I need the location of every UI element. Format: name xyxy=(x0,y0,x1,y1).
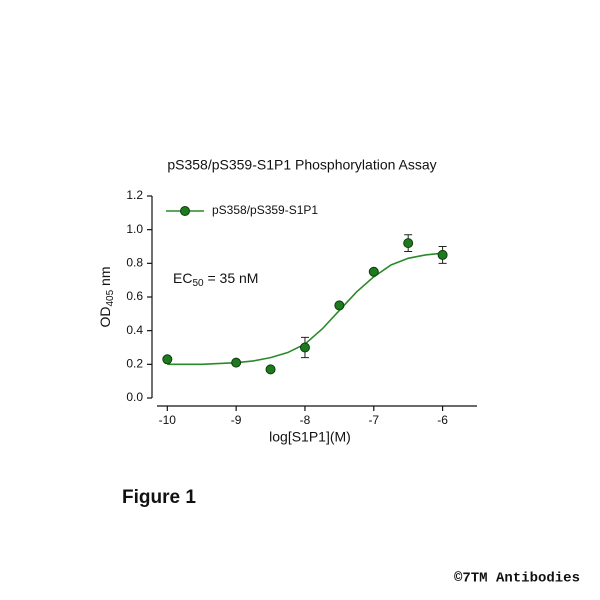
legend-label: pS358/pS359-S1P1 xyxy=(212,203,318,217)
chart-title: pS358/pS359-S1P1 Phosphorylation Assay xyxy=(167,157,436,173)
annotation: EC50 = 35 nM xyxy=(173,270,258,289)
y-label-main: OD xyxy=(97,307,113,328)
data-point xyxy=(162,354,173,365)
data-point xyxy=(231,357,242,368)
data-point xyxy=(334,300,345,311)
data-point xyxy=(403,238,414,249)
x-axis-label: log[S1P1](M) xyxy=(269,429,351,445)
x-tick-label: -6 xyxy=(437,413,448,427)
copyright: ©7TM Antibodies xyxy=(454,571,580,587)
x-tick-label: -10 xyxy=(159,413,177,427)
data-point xyxy=(265,364,276,375)
y-tick-label: 1.2 xyxy=(126,188,143,202)
x-tick-label: -8 xyxy=(300,413,311,427)
y-label-unit: nm xyxy=(97,266,113,289)
y-tick-label: 0.2 xyxy=(126,357,143,371)
annotation-rest: = 35 nM xyxy=(204,270,259,286)
y-label-sub: 405 xyxy=(105,289,116,306)
data-point xyxy=(437,249,448,260)
x-tick-label: -9 xyxy=(231,413,242,427)
y-tick-label: 0.6 xyxy=(126,289,143,303)
annotation-main: EC xyxy=(173,270,192,286)
y-tick-label: 0.8 xyxy=(126,256,143,270)
y-tick-label: 0.4 xyxy=(126,323,143,337)
data-point xyxy=(368,266,379,277)
legend-marker xyxy=(180,206,190,216)
figure-label: Figure 1 xyxy=(122,487,196,508)
y-tick-label: 1.0 xyxy=(126,222,143,236)
x-tick-label: -7 xyxy=(368,413,379,427)
fit-curve xyxy=(167,252,443,366)
annotation-sub: 50 xyxy=(192,278,204,289)
data-point xyxy=(299,342,310,353)
y-axis-label: OD405 nm xyxy=(97,266,116,327)
y-tick-label: 0.0 xyxy=(126,390,143,404)
